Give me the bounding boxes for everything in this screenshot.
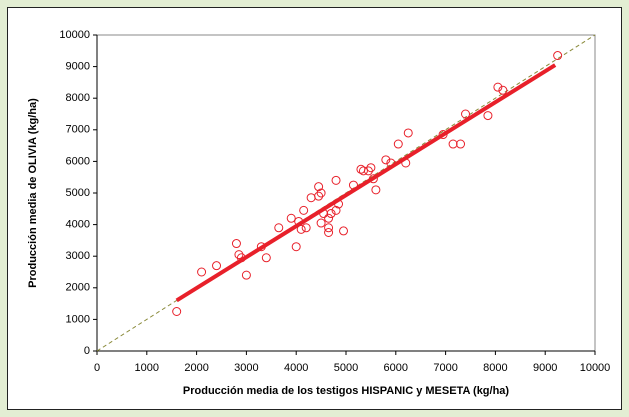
point (301, 223, 311, 233)
point (197, 267, 207, 277)
point (403, 128, 413, 138)
x-tick-label: 7000 (433, 362, 457, 374)
y-axis-label: Producción media de OLIVIA (kg/ha) (27, 98, 39, 288)
y-tick-label: 4000 (66, 219, 90, 231)
point (294, 216, 304, 226)
point (324, 213, 334, 223)
y-tick-label: 5000 (66, 187, 90, 199)
x-tick-label: 9000 (533, 362, 557, 374)
point (256, 242, 266, 252)
x-tick-label: 2000 (184, 362, 208, 374)
x-tick-label: 3000 (234, 362, 258, 374)
point (448, 139, 458, 149)
point (493, 82, 503, 92)
point (381, 155, 391, 165)
point (339, 226, 349, 236)
point (234, 250, 244, 260)
point (172, 307, 182, 316)
x-tick-label: 8000 (483, 362, 507, 374)
point (212, 261, 222, 271)
point (401, 158, 411, 168)
point (498, 85, 508, 95)
x-tick-label: 5000 (334, 362, 358, 374)
point (291, 242, 301, 252)
point (231, 239, 241, 249)
y-tick-label: 6000 (66, 155, 90, 167)
point (324, 228, 334, 237)
point (456, 139, 466, 149)
point (366, 163, 376, 173)
point (241, 270, 251, 280)
point (358, 166, 368, 176)
point (348, 180, 358, 190)
y-tick-label: 2000 (66, 282, 90, 294)
point (314, 182, 324, 192)
point (296, 224, 306, 234)
point (236, 253, 246, 263)
point (386, 158, 396, 168)
point (363, 166, 373, 176)
x-tick-label: 6000 (384, 362, 408, 374)
point (331, 175, 341, 185)
x-tick-label: 4000 (284, 362, 308, 374)
point (261, 253, 271, 263)
point (324, 223, 334, 233)
point (483, 111, 493, 121)
point (461, 109, 471, 119)
point (371, 185, 381, 195)
point (331, 205, 341, 215)
point (316, 218, 326, 228)
y-tick-label: 0 (84, 345, 90, 357)
x-axis-label: Producción media de los testigos HISPANI… (183, 385, 510, 397)
point (334, 199, 344, 209)
point (316, 188, 326, 198)
x-tick-label: 0 (94, 362, 100, 374)
y-tick-label: 1000 (66, 313, 90, 325)
point (553, 51, 563, 61)
point (274, 223, 284, 233)
x-tick-label: 1000 (135, 362, 159, 374)
point (438, 130, 448, 140)
y-tick-label: 3000 (66, 250, 90, 262)
point (299, 205, 309, 215)
point (319, 209, 329, 219)
point (286, 213, 296, 223)
point (314, 191, 324, 201)
y-tick-label: 9000 (66, 61, 90, 73)
point (393, 139, 403, 149)
point (368, 174, 378, 184)
point (326, 209, 336, 219)
y-tick-label: 7000 (66, 124, 90, 136)
y-tick-label: 10000 (59, 29, 90, 41)
y-tick-label: 8000 (66, 92, 90, 104)
x-tick-label: 10000 (580, 362, 611, 374)
